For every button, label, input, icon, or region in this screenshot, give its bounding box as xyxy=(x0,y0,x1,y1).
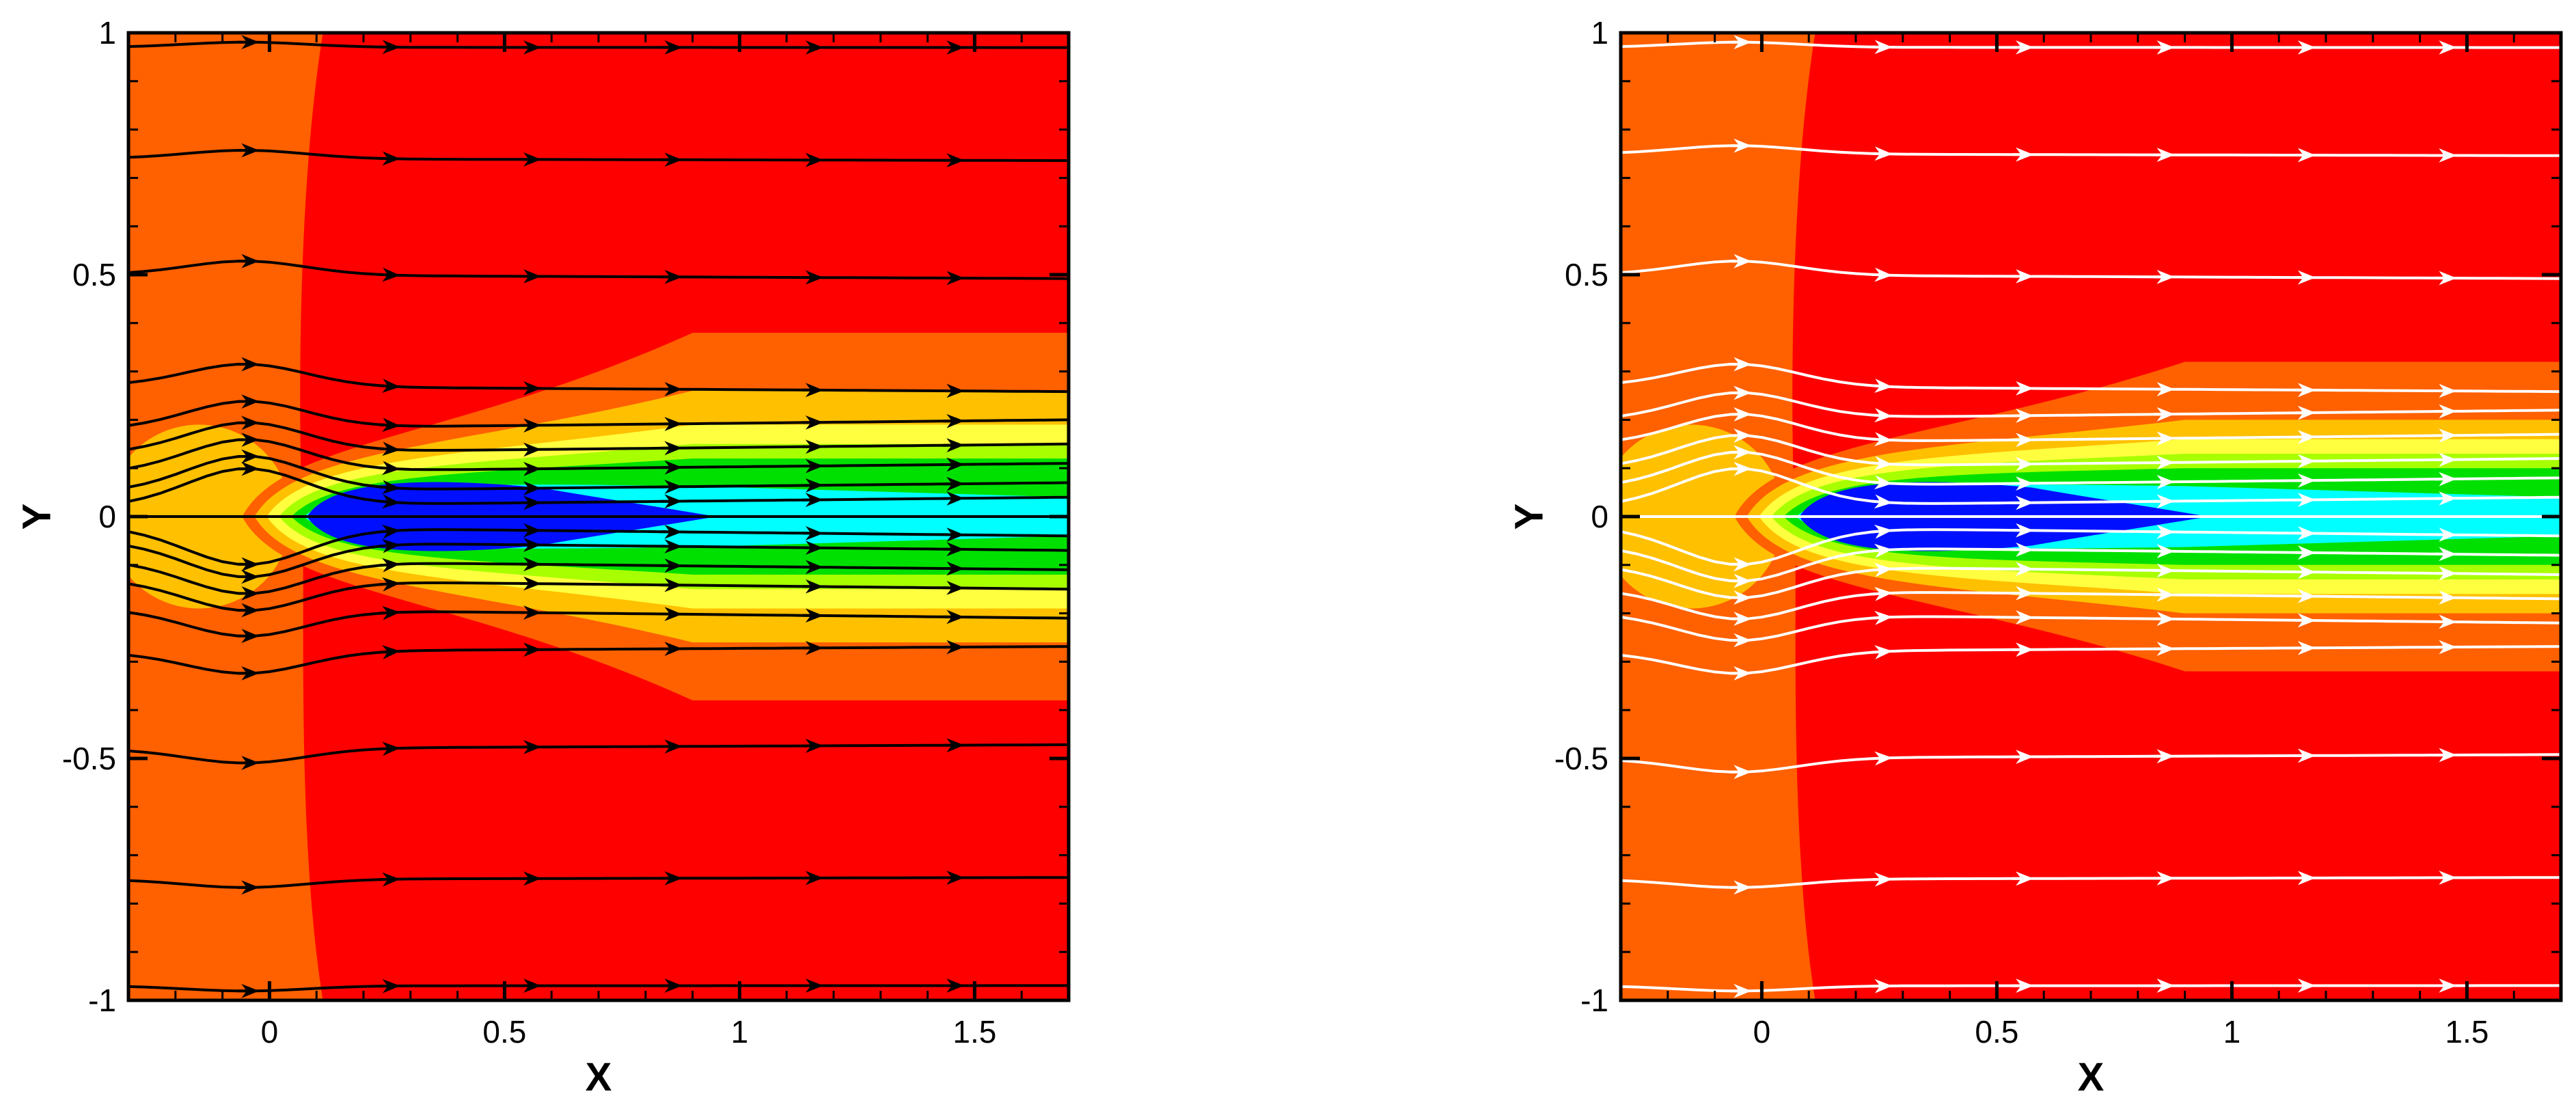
streamline-arrow xyxy=(379,645,400,659)
streamline xyxy=(128,743,1069,765)
streamline xyxy=(1621,391,2561,418)
left-contour-plot: 0 0.5 1 1.5 X -1 -0.5 0 0.5 1 Y xyxy=(14,15,1071,1096)
y-tick-label: 0 xyxy=(1591,499,1608,534)
streamline xyxy=(128,581,1069,612)
x-tick-label: 0 xyxy=(261,1014,279,1050)
streamline-arrow xyxy=(1871,562,1893,577)
streamline xyxy=(128,467,1069,505)
y-tick-label: 1 xyxy=(98,15,116,51)
right-contour-plot: 0 0.5 1 1.5 X -1 -0.5 0 0.5 1 Y xyxy=(1507,15,2563,1096)
streamline xyxy=(1621,591,2561,620)
streamline-arrow xyxy=(1871,543,1893,558)
streamline xyxy=(128,528,1069,566)
streamline xyxy=(128,438,1069,471)
streamline xyxy=(1621,434,2561,467)
x-tick-label: 1 xyxy=(731,1014,749,1050)
streamline xyxy=(128,260,1069,280)
streamline xyxy=(1621,753,2561,773)
streamline-arrow xyxy=(379,524,400,539)
x-axis: 0 0.5 1 1.5 X xyxy=(127,33,1070,1096)
streamline-arrow xyxy=(379,441,400,456)
y-axis: -1 -0.5 0 0.5 1 Y xyxy=(14,15,1069,1018)
x-tick-label: 1.5 xyxy=(2445,1014,2489,1050)
plot-area xyxy=(128,33,1069,1000)
streamline xyxy=(1621,467,2561,505)
streamline-arrow xyxy=(1871,494,1893,509)
streamline-arrow xyxy=(1871,475,1893,490)
streamline xyxy=(1621,876,2561,889)
streamline xyxy=(1621,450,2561,486)
streamline-arrow xyxy=(379,741,400,756)
streamline xyxy=(128,148,1069,162)
streamline xyxy=(128,562,1069,595)
streamline xyxy=(1621,260,2561,280)
streamline xyxy=(1621,984,2561,993)
x-axis-title: X xyxy=(2078,1055,2105,1096)
streamline xyxy=(128,876,1069,889)
streamline-arrow xyxy=(379,480,400,495)
streamline-arrow xyxy=(379,494,400,509)
streamline xyxy=(128,610,1069,638)
streamline xyxy=(1621,615,2561,642)
streamline xyxy=(1621,528,2561,566)
streamline-arrow xyxy=(379,379,400,393)
x-tick-label: 1.5 xyxy=(953,1014,996,1050)
streamline-arrow xyxy=(1871,872,1893,887)
x-tick-label: 1 xyxy=(2223,1014,2241,1050)
y-axis-title: Y xyxy=(14,504,59,530)
streamline xyxy=(1621,413,2561,442)
streamline-arrow xyxy=(1871,379,1893,393)
streamline-arrow xyxy=(379,538,400,553)
x-tick-label: 0.5 xyxy=(1975,1014,2018,1050)
streamline xyxy=(1621,144,2561,157)
streamline xyxy=(1621,362,2561,394)
streamline-arrow xyxy=(379,558,400,573)
streamline-arrow xyxy=(1871,456,1893,471)
streamline-arrow xyxy=(1871,645,1893,659)
x-tick-label: 0 xyxy=(1753,1014,1771,1050)
plot-area xyxy=(1621,33,2561,1000)
streamline-arrow xyxy=(1871,586,1893,601)
streamline xyxy=(128,645,1069,675)
streamline-arrow xyxy=(379,461,400,476)
x-tick-label: 0.5 xyxy=(482,1014,526,1050)
y-tick-label: -1 xyxy=(88,983,116,1018)
y-tick-label: -0.5 xyxy=(62,741,116,776)
streamline xyxy=(128,400,1069,428)
streamline xyxy=(128,362,1069,394)
y-axis: -1 -0.5 0 0.5 1 Y xyxy=(1507,15,2561,1018)
streamline xyxy=(128,40,1069,49)
streamline xyxy=(1621,645,2561,675)
streamline-arrow xyxy=(379,605,400,620)
streamline-arrow xyxy=(379,872,400,887)
streamline xyxy=(1621,40,2561,49)
x-axis-title: X xyxy=(586,1055,612,1096)
streamline xyxy=(128,984,1069,993)
y-tick-label: 0.5 xyxy=(1565,257,1608,292)
y-axis-title: Y xyxy=(1507,504,1551,530)
streamline xyxy=(128,543,1069,579)
y-tick-label: -0.5 xyxy=(1554,741,1608,776)
streamline xyxy=(1621,547,2561,583)
streamline xyxy=(128,454,1069,491)
streamline-arrow xyxy=(1871,524,1893,539)
streamline xyxy=(128,421,1069,452)
streamline-arrow xyxy=(1871,610,1893,625)
streamline-arrow xyxy=(379,417,400,433)
y-tick-label: 1 xyxy=(1591,15,1608,51)
y-tick-label: 0 xyxy=(98,499,116,534)
x-axis: 0 0.5 1 1.5 X xyxy=(1619,33,2562,1096)
streamlines xyxy=(1621,35,2561,998)
y-tick-label: -1 xyxy=(1580,983,1608,1018)
streamline xyxy=(1621,566,2561,599)
streamlines xyxy=(128,35,1069,998)
y-tick-label: 0.5 xyxy=(72,257,116,292)
